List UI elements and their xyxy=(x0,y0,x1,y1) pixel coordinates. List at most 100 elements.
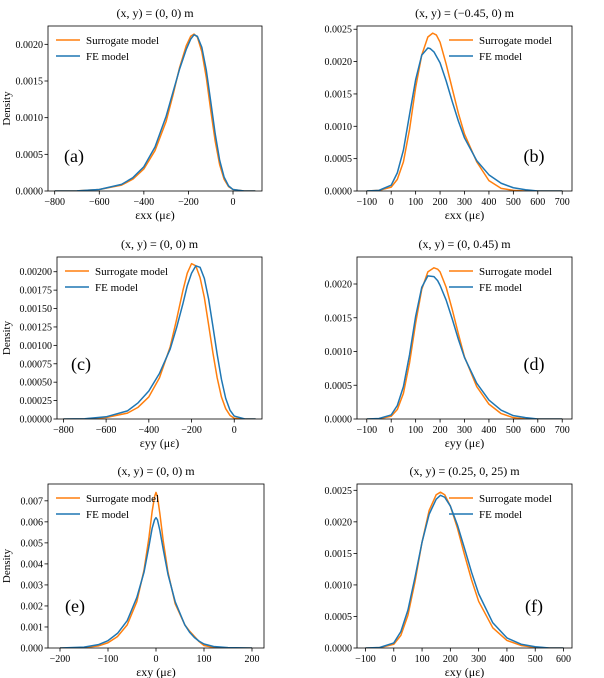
y-tick-label: 0.0005 xyxy=(325,612,353,623)
series-line-fe xyxy=(63,265,256,419)
chart-title: (x, y) = (−0.45, 0) m xyxy=(415,6,515,20)
legend: Surrogate model FE model xyxy=(65,266,168,294)
chart-title: (x, y) = (0, 0) m xyxy=(117,464,195,478)
y-tick-label: 0.0010 xyxy=(325,347,353,358)
x-tick-label: 0 xyxy=(391,654,396,665)
series-line-surrogate xyxy=(63,262,256,419)
y-tick-label: 0.003 xyxy=(21,580,44,591)
chart-panel-2: (x, y) = (−0.45, 0) m −100 0 100 200 300 400 50… xyxy=(325,6,573,222)
x-tick-label: −100 xyxy=(356,197,377,208)
panel-label: (e) xyxy=(65,596,85,617)
x-tick-label: 100 xyxy=(408,197,423,208)
x-axis-label: εyy (με) xyxy=(140,436,180,450)
chart-panel-6: (x, y) = (0.25, 0, 25) m −100 0 100 200 300 40… xyxy=(325,464,573,678)
y-tick-label: 0.0005 xyxy=(325,154,353,165)
y-tick-label: 0.0010 xyxy=(16,113,44,124)
series-line-surrogate xyxy=(54,33,256,191)
x-tick-label: −100 xyxy=(356,425,377,436)
legend-label: Surrogate model xyxy=(479,35,552,47)
axes-frame xyxy=(356,483,573,649)
chart-panel-3: (x, y) = (0, 0) m −800 −600 −400 −200 0 0.0000… xyxy=(1,237,263,450)
y-tick-label: 0.00150 xyxy=(20,304,53,315)
x-tick-label: 0 xyxy=(154,654,159,665)
y-tick-label: 0.0000 xyxy=(325,187,353,198)
x-tick-label: 100 xyxy=(197,654,212,665)
series-line-fe xyxy=(54,34,256,191)
series-line-surrogate xyxy=(365,491,564,648)
legend-label: FE model xyxy=(86,51,129,63)
chart-panel-1: (x, y) = (0, 0) m −800 −600 −400 −200 0 0.0000… xyxy=(1,6,263,222)
x-tick-label: 600 xyxy=(556,654,571,665)
x-tick-label: 300 xyxy=(471,654,486,665)
legend-label: Surrogate model xyxy=(479,266,552,278)
legend-label: FE model xyxy=(479,282,522,294)
x-axis-label: εxy (με) xyxy=(136,665,176,678)
axes-frame xyxy=(47,25,263,192)
legend: Surrogate model FE model xyxy=(449,35,552,63)
chart-panel-4: (x, y) = (0, 0.45) m −100 0 100 200 300 400 500… xyxy=(325,237,573,450)
legend-label: FE model xyxy=(95,282,138,294)
y-tick-label: 0.00200 xyxy=(20,267,53,278)
x-tick-label: 200 xyxy=(433,197,448,208)
x-tick-label: −100 xyxy=(98,654,119,665)
x-tick-label: −400 xyxy=(139,425,160,436)
y-tick-label: 0.00075 xyxy=(20,359,53,370)
legend: Surrogate model FE model xyxy=(56,35,159,63)
x-tick-label: 400 xyxy=(481,197,496,208)
x-tick-label: −600 xyxy=(89,197,110,208)
y-tick-label: 0.0005 xyxy=(325,381,353,392)
y-axis-label: Density xyxy=(1,91,13,126)
series-line-surrogate xyxy=(366,267,563,419)
y-tick-label: 0.00050 xyxy=(20,378,53,389)
legend: Surrogate model FE model xyxy=(449,266,552,294)
chart-title: (x, y) = (0, 0) m xyxy=(121,237,199,251)
x-tick-label: 100 xyxy=(415,654,430,665)
y-tick-label: 0.0020 xyxy=(325,57,353,68)
panel-label: (a) xyxy=(64,146,84,167)
y-tick-label: 0.004 xyxy=(21,559,44,570)
y-axis-label: Density xyxy=(1,548,13,583)
y-tick-label: 0.0020 xyxy=(16,40,44,51)
x-tick-label: −200 xyxy=(181,425,202,436)
x-tick-label: −800 xyxy=(44,197,65,208)
x-tick-label: 400 xyxy=(481,425,496,436)
panel-label: (b) xyxy=(524,146,545,167)
chart-title: (x, y) = (0, 0) m xyxy=(116,6,194,20)
axes-frame xyxy=(356,25,573,192)
axes-frame xyxy=(47,483,265,649)
legend: Surrogate model FE model xyxy=(56,493,159,521)
y-tick-label: 0.0015 xyxy=(325,549,353,560)
y-tick-label: 0.00100 xyxy=(20,341,53,352)
y-tick-label: 0.00000 xyxy=(20,415,53,426)
y-tick-label: 0.0010 xyxy=(325,580,353,591)
x-tick-label: 200 xyxy=(433,425,448,436)
y-tick-label: 0.0000 xyxy=(325,644,353,655)
x-tick-label: 100 xyxy=(408,425,423,436)
series-line-fe xyxy=(365,494,564,648)
chart-title: (x, y) = (0.25, 0, 25) m xyxy=(409,464,520,478)
x-tick-label: 200 xyxy=(245,654,260,665)
x-tick-label: 500 xyxy=(506,197,521,208)
legend-label: FE model xyxy=(86,509,129,521)
panel-label: (f) xyxy=(525,596,543,617)
x-tick-label: 500 xyxy=(528,654,543,665)
series-line-fe xyxy=(59,516,253,648)
legend-label: Surrogate model xyxy=(479,493,552,505)
chart-title: (x, y) = (0, 0.45) m xyxy=(418,237,511,251)
x-tick-label: 300 xyxy=(457,425,472,436)
y-tick-label: 0.0015 xyxy=(325,89,353,100)
x-tick-label: 600 xyxy=(530,425,545,436)
chart-panel-5: (x, y) = (0, 0) m −200 −100 0 100 200 0.000 0.0… xyxy=(1,464,265,678)
panel-label: (c) xyxy=(71,354,91,375)
y-tick-label: 0.002 xyxy=(21,601,44,612)
y-tick-label: 0.00125 xyxy=(20,322,53,333)
legend-label: FE model xyxy=(479,51,522,63)
panel-label: (d) xyxy=(524,354,545,375)
y-tick-label: 0.0015 xyxy=(325,313,353,324)
y-tick-label: 0.0000 xyxy=(16,187,44,198)
y-tick-label: 0.000 xyxy=(21,644,44,655)
legend-label: Surrogate model xyxy=(86,493,159,505)
x-tick-label: −100 xyxy=(355,654,376,665)
series-line-surrogate xyxy=(366,32,563,191)
y-tick-label: 0.0020 xyxy=(325,517,353,528)
